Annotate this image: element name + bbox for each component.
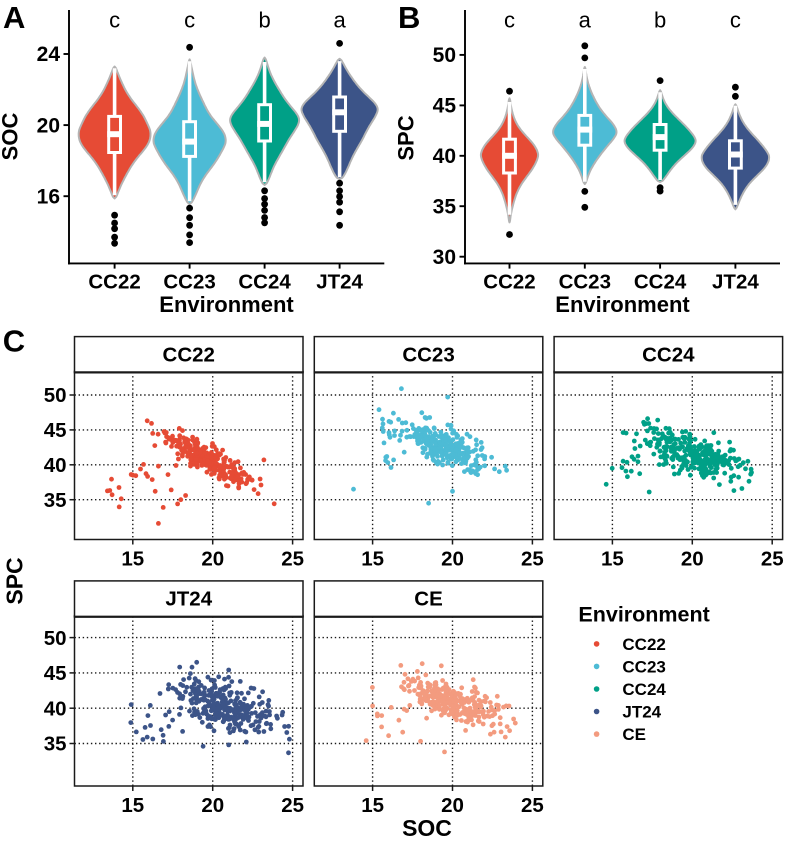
- svg-text:a: a: [333, 7, 346, 32]
- svg-text:CC23: CC23: [559, 271, 611, 294]
- svg-text:25: 25: [521, 548, 544, 571]
- svg-text:SOC: SOC: [0, 113, 23, 161]
- svg-text:CC24: CC24: [238, 271, 291, 294]
- svg-text:15: 15: [361, 794, 384, 817]
- svg-text:24: 24: [37, 43, 61, 66]
- svg-text:50: 50: [433, 44, 456, 67]
- svg-text:40: 40: [44, 454, 67, 477]
- svg-text:CC22: CC22: [483, 271, 535, 294]
- svg-text:20: 20: [441, 794, 464, 817]
- svg-text:b: b: [654, 7, 666, 32]
- svg-text:35: 35: [44, 489, 67, 512]
- svg-text:A: A: [3, 0, 25, 35]
- svg-text:45: 45: [44, 419, 67, 442]
- svg-text:c: c: [730, 7, 741, 32]
- svg-text:25: 25: [281, 548, 304, 571]
- svg-text:15: 15: [121, 794, 144, 817]
- svg-text:CC23: CC23: [622, 657, 665, 676]
- svg-text:CC22: CC22: [163, 343, 215, 366]
- svg-text:CC23: CC23: [163, 271, 215, 294]
- svg-text:CE: CE: [414, 588, 442, 611]
- svg-text:SPC: SPC: [394, 115, 419, 160]
- svg-text:20: 20: [201, 794, 224, 817]
- svg-text:30: 30: [433, 246, 456, 269]
- svg-text:25: 25: [761, 548, 784, 571]
- svg-text:20: 20: [37, 114, 60, 137]
- svg-text:CC24: CC24: [642, 343, 695, 366]
- svg-text:25: 25: [281, 794, 304, 817]
- svg-text:CE: CE: [622, 725, 646, 744]
- svg-text:16: 16: [37, 185, 60, 208]
- svg-text:c: c: [109, 7, 120, 32]
- svg-text:JT24: JT24: [316, 271, 363, 294]
- svg-text:35: 35: [44, 733, 67, 756]
- svg-text:Environment: Environment: [555, 292, 690, 317]
- svg-text:15: 15: [601, 548, 624, 571]
- svg-text:a: a: [579, 7, 592, 32]
- svg-text:Environment: Environment: [159, 292, 294, 317]
- svg-text:15: 15: [361, 548, 384, 571]
- svg-text:45: 45: [433, 95, 457, 118]
- svg-text:c: c: [184, 7, 195, 32]
- svg-text:15: 15: [121, 548, 144, 571]
- svg-text:CC24: CC24: [634, 271, 687, 294]
- svg-text:40: 40: [433, 145, 456, 168]
- svg-text:50: 50: [44, 627, 67, 650]
- svg-text:25: 25: [521, 794, 544, 817]
- svg-text:45: 45: [44, 662, 67, 685]
- svg-text:CC22: CC22: [88, 271, 140, 294]
- svg-text:c: c: [504, 7, 515, 32]
- svg-text:20: 20: [681, 548, 704, 571]
- svg-text:JT24: JT24: [712, 271, 759, 294]
- svg-text:50: 50: [44, 384, 67, 407]
- svg-text:35: 35: [433, 195, 457, 218]
- svg-text:C: C: [3, 324, 25, 359]
- svg-text:CC24: CC24: [622, 680, 666, 699]
- svg-text:B: B: [398, 0, 420, 35]
- svg-text:40: 40: [44, 697, 67, 720]
- svg-text:20: 20: [441, 548, 464, 571]
- svg-text:20: 20: [201, 548, 224, 571]
- svg-text:JT24: JT24: [622, 703, 661, 722]
- svg-text:SPC: SPC: [2, 557, 28, 604]
- svg-text:Environment: Environment: [578, 603, 709, 627]
- svg-text:SOC: SOC: [402, 815, 452, 841]
- svg-text:JT24: JT24: [165, 588, 212, 611]
- svg-text:b: b: [258, 7, 270, 32]
- svg-text:CC23: CC23: [402, 343, 454, 366]
- svg-text:CC22: CC22: [622, 635, 665, 654]
